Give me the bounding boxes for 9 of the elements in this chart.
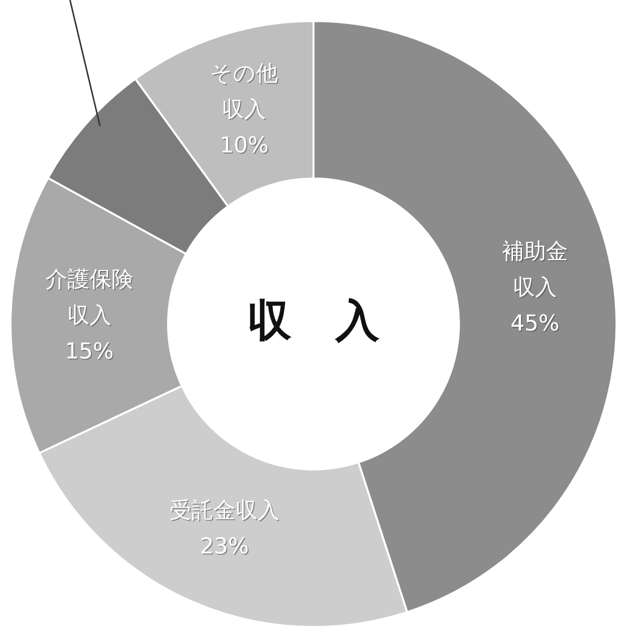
text: 収 入 bbox=[248, 295, 380, 346]
slice-label: 受託金収入 bbox=[169, 498, 280, 524]
data-label: 23% bbox=[201, 536, 250, 560]
data-label: 45% bbox=[512, 312, 560, 338]
slice-label: その他収入 bbox=[210, 61, 278, 124]
slice-label: 介護保険収入 bbox=[45, 268, 134, 330]
slice-label: 補助金収入 bbox=[502, 240, 568, 302]
data-label: 10% bbox=[220, 134, 270, 160]
data-label: 15% bbox=[66, 340, 115, 366]
